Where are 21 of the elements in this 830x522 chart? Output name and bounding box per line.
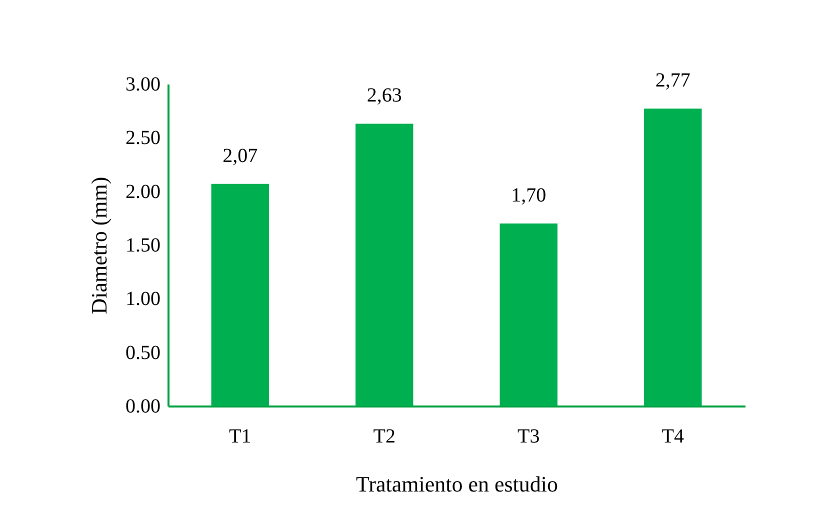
y-tick-label: 0.00 (126, 396, 160, 418)
y-tick-label: 1.50 (126, 234, 160, 256)
y-tick-label: 3.00 (126, 74, 160, 96)
y-tick-label: 0.50 (126, 342, 160, 364)
x-tick-label: T2 (373, 426, 396, 448)
bar (356, 124, 414, 406)
x-tick-label: T1 (229, 426, 252, 448)
bar (211, 184, 269, 406)
y-tick-label: 2.00 (126, 180, 160, 203)
bar (644, 108, 702, 406)
y-tick-label: 1.00 (126, 288, 160, 310)
y-tick-label: 2.50 (126, 127, 160, 150)
x-axis-title: Tratamiento en estudio (356, 472, 558, 496)
data-label: 1,70 (511, 184, 546, 207)
data-label: 2,77 (655, 70, 690, 92)
x-tick-label: T3 (518, 426, 540, 448)
x-tick-label: T4 (662, 426, 684, 448)
y-axis-title: Diametro (mm) (86, 176, 112, 314)
data-label: 2,63 (366, 84, 402, 107)
bar (500, 224, 558, 406)
data-label: 2,07 (222, 144, 258, 167)
